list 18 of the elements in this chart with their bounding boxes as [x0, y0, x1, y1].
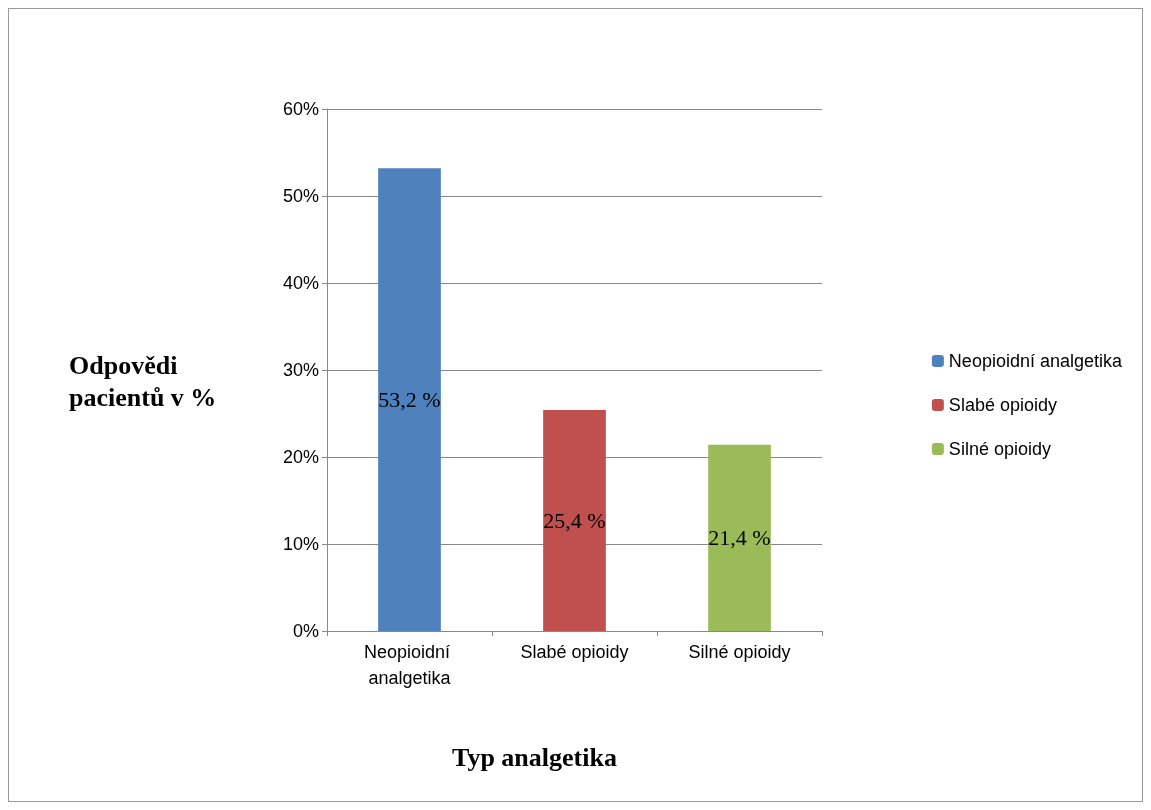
y-tick-label: 60% — [282, 99, 319, 119]
data-label: 25,4 % — [543, 508, 606, 534]
y-tick-label: 0% — [292, 621, 319, 641]
x-tick-label: Neopioidní analgetika — [363, 642, 456, 688]
x-tick-label: Slabé opioidy — [520, 642, 629, 662]
data-label: 53,2 % — [378, 387, 441, 413]
x-axis-title: Typ analgetika — [452, 742, 617, 772]
y-axis-title: Odpovědi pacientů v % — [69, 350, 217, 412]
y-tick-label: 30% — [282, 360, 319, 380]
legend-label: Slabé opioidy — [948, 395, 1057, 415]
legend-label: Silné opioidy — [948, 439, 1051, 459]
y-tick-label: 10% — [282, 534, 319, 554]
legend-label: Neopioidní analgetika — [948, 351, 1123, 371]
x-tick-label: Silné opioidy — [688, 642, 791, 662]
y-tick-label: 20% — [282, 447, 319, 467]
y-tick-label: 40% — [282, 273, 319, 293]
data-label: 21,4 % — [708, 525, 771, 551]
y-tick-label: 50% — [282, 186, 319, 206]
